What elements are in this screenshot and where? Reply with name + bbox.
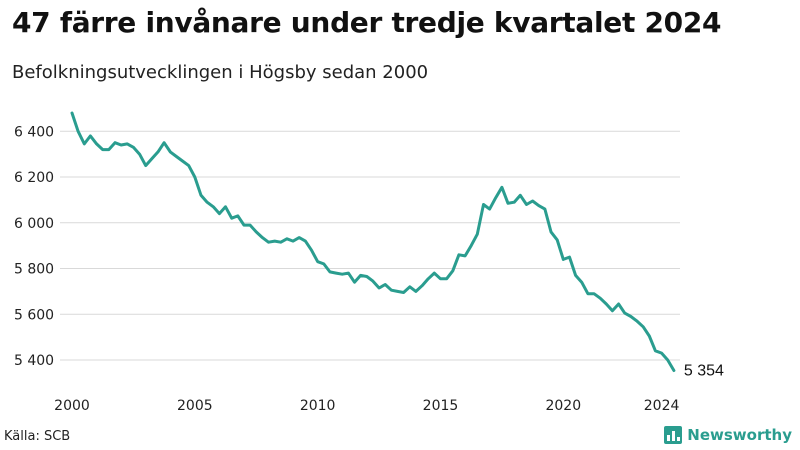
x-tick-label: 2010 xyxy=(300,398,336,414)
y-tick-label: 5 400 xyxy=(14,353,54,369)
x-tick-label: 2000 xyxy=(54,398,90,414)
brand-logo: Newsworthy xyxy=(664,426,792,444)
brand-name: Newsworthy xyxy=(687,426,792,444)
x-tick-label: 2020 xyxy=(545,398,581,414)
y-tick-label: 5 600 xyxy=(14,307,54,323)
x-axis-ticks: 2000 2005 2010 2015 2020 2024 xyxy=(54,398,679,414)
x-tick-label: 2024 xyxy=(644,398,680,414)
chart-subtitle: Befolkningsutvecklingen i Högsby sedan 2… xyxy=(12,62,429,83)
x-tick-label: 2005 xyxy=(177,398,213,414)
gridlines xyxy=(60,130,680,361)
y-axis-ticks: 5 400 5 600 5 800 6 000 6 200 6 400 xyxy=(14,124,54,369)
y-tick-label: 6 000 xyxy=(14,216,54,232)
chart-title: 47 färre invånare under tredje kvartalet… xyxy=(12,6,722,39)
source-label: Källa: SCB xyxy=(4,429,71,444)
y-tick-label: 5 800 xyxy=(14,262,54,278)
x-tick-label: 2015 xyxy=(423,398,459,414)
y-tick-label: 6 200 xyxy=(14,170,54,186)
end-value-label: 5 354 xyxy=(684,363,724,380)
population-line xyxy=(70,111,676,372)
y-tick-label: 6 400 xyxy=(14,124,54,140)
bar-chart-icon xyxy=(664,426,683,444)
